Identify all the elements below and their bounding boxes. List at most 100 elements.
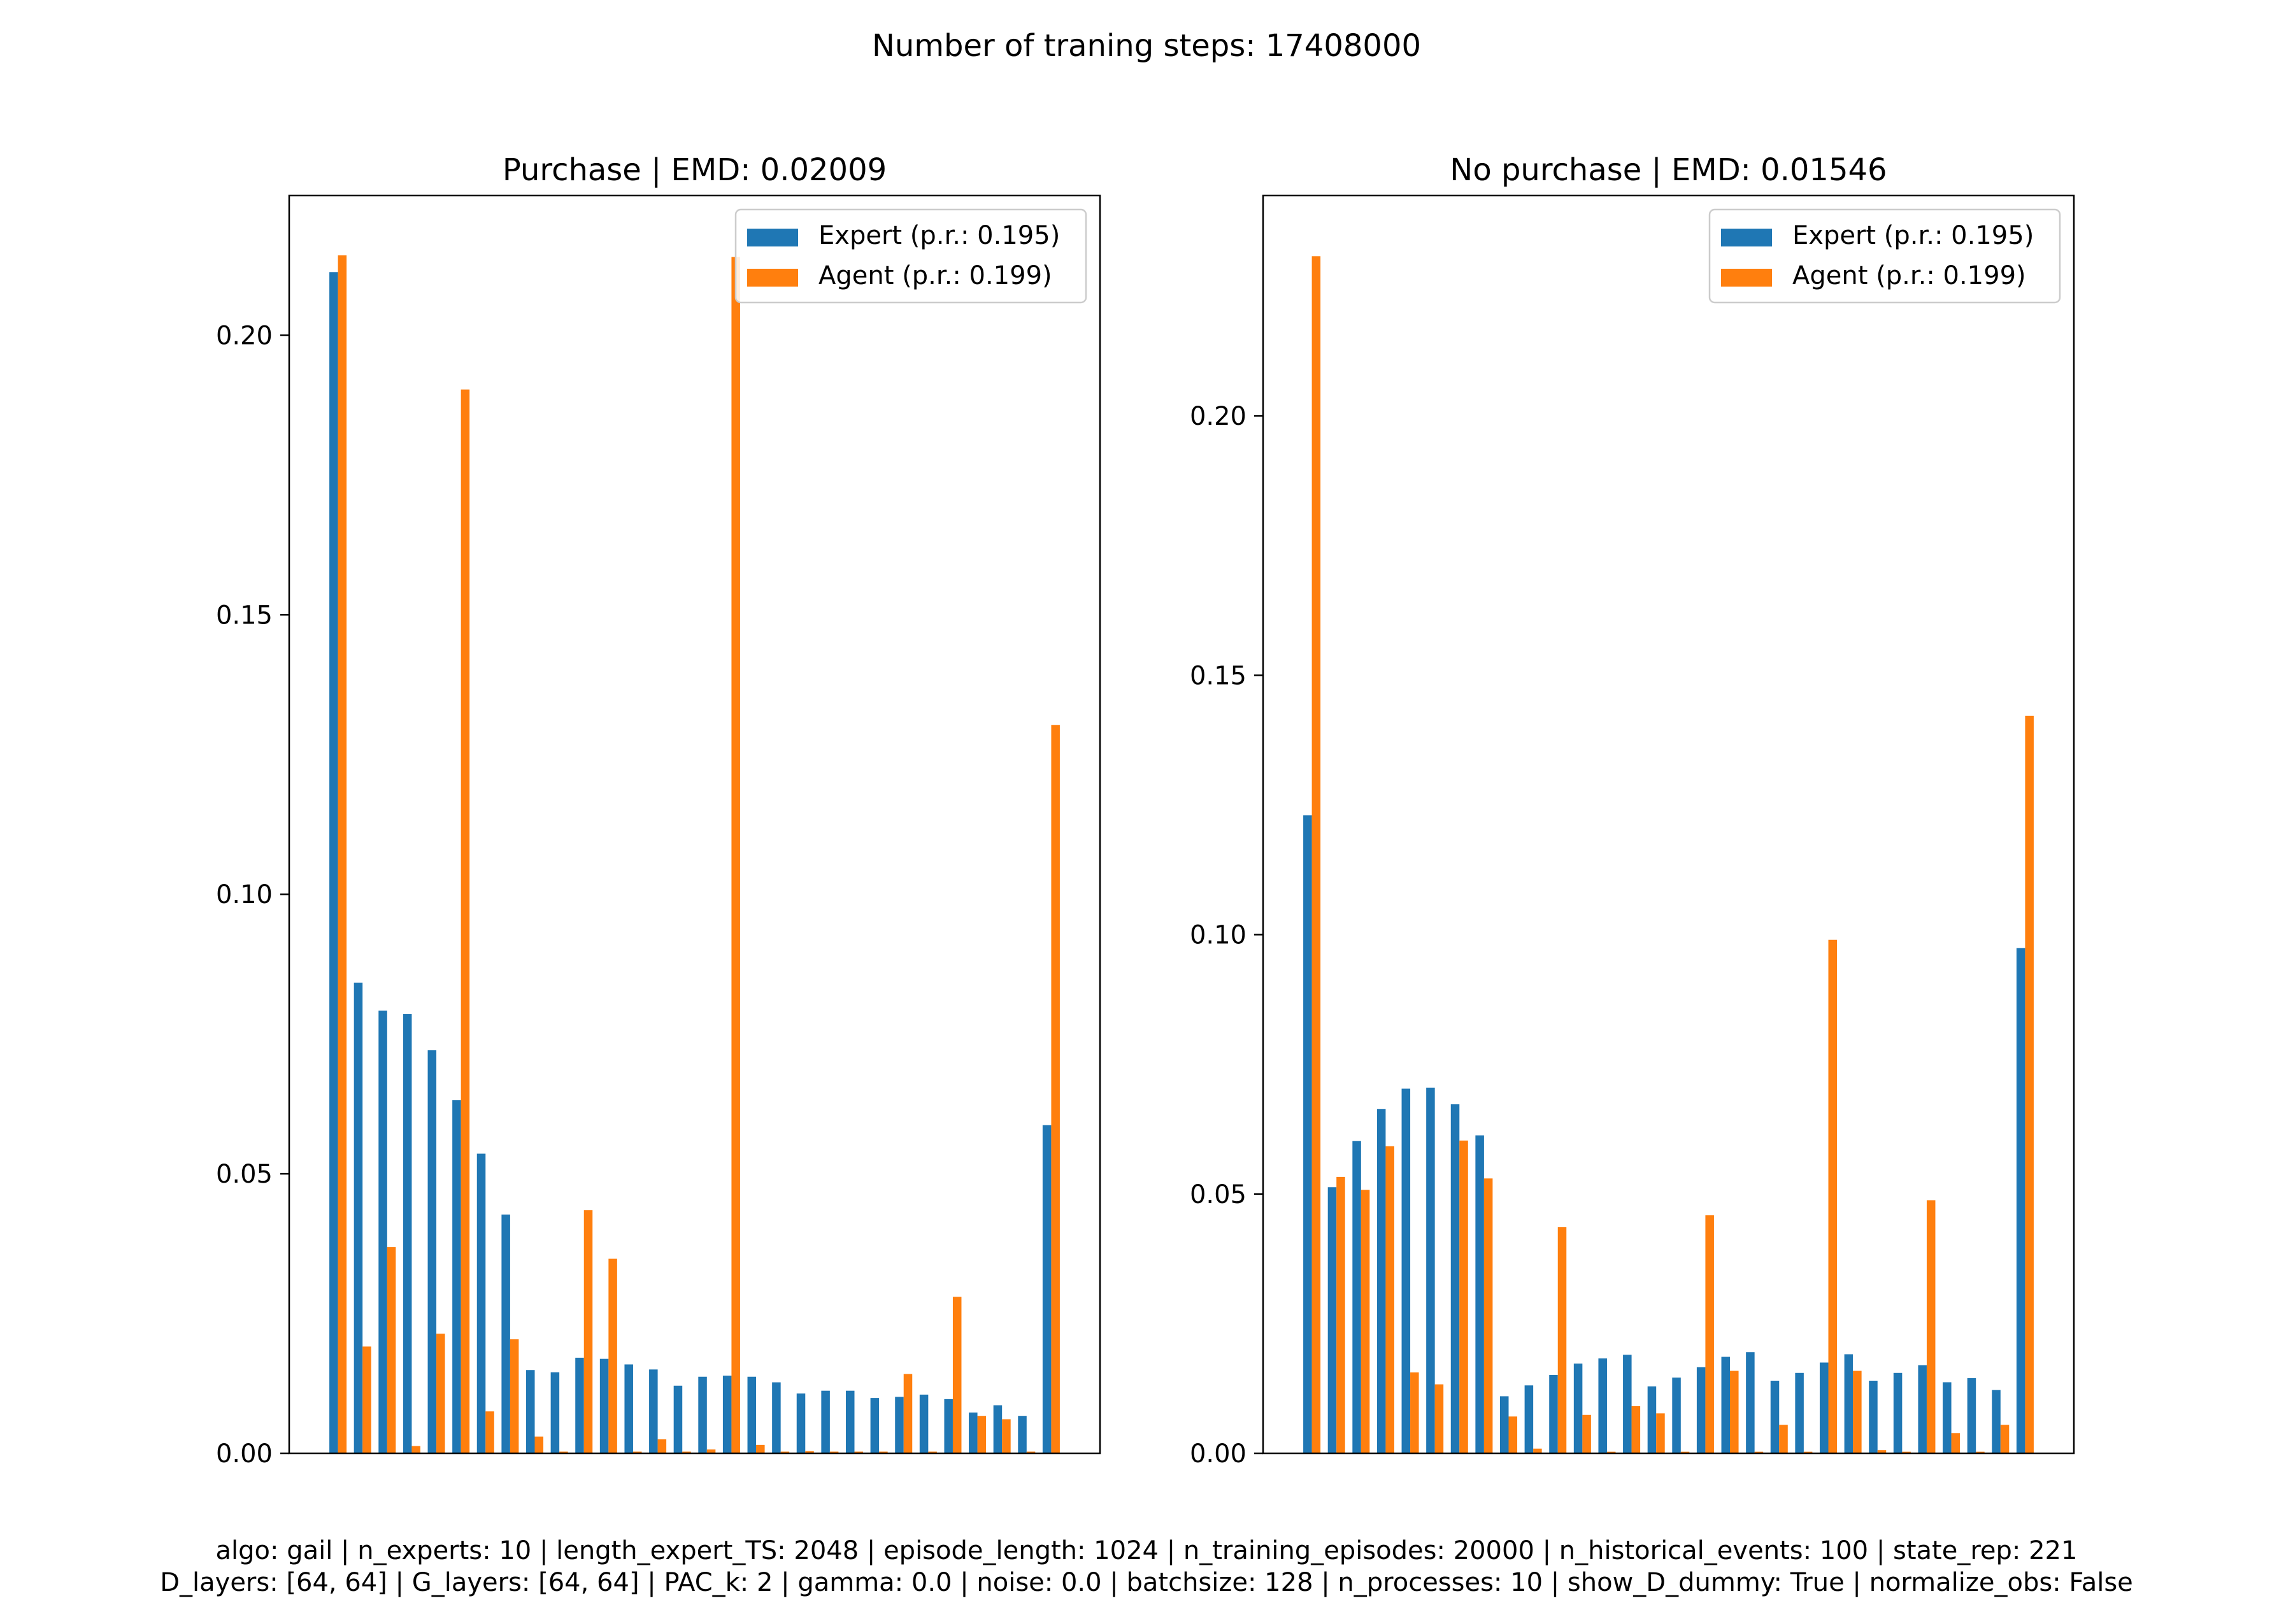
bar-expert-13 [1598,1358,1607,1453]
legend-label-agent: Agent (p.r.: 0.199) [1792,261,2026,290]
legend: Expert (p.r.: 0.195) Agent (p.r.: 0.199) [734,208,1087,304]
bar-expert-25 [919,1394,929,1453]
bar-agent-20 [1779,1425,1788,1453]
bar-agent-22 [854,1451,864,1453]
bar-expert-25 [1893,1372,1903,1453]
bar-expert-1 [329,272,338,1453]
bar-agent-30 [1051,725,1060,1453]
bar-expert-7 [476,1153,486,1453]
bar-expert-16 [1672,1378,1681,1453]
bar-agent-26 [952,1297,962,1453]
bar-expert-17 [1696,1367,1706,1453]
legend-label-expert: Expert (p.r.: 0.195) [818,221,1060,250]
y-tick-label: 0.10 [216,880,273,909]
bar-agent-18 [1730,1371,1739,1453]
bar-agent-21 [829,1451,839,1453]
bar-agent-6 [1434,1384,1444,1453]
bar-agent-29 [2000,1425,2010,1453]
bar-agent-7 [1459,1140,1468,1453]
y-tick-label: 0.05 [216,1160,273,1189]
bar-agent-12 [1582,1414,1591,1453]
legend-label-expert: Expert (p.r.: 0.195) [1792,221,2034,250]
bar-expert-16 [698,1376,707,1453]
bar-expert-10 [1524,1385,1534,1453]
bar-expert-22 [845,1390,855,1453]
bar-agent-25 [928,1451,937,1453]
subplot-1: 0.00 0.05 0.10 0.15 0.20 Purchase | EMD: 0.02… [216,152,1101,1469]
subplot-title: No purchase | EMD: 0.01546 [1450,152,1887,188]
bar-agent-15 [682,1451,691,1453]
y-tick-label: 0.00 [216,1439,273,1469]
bar-agent-27 [977,1416,987,1453]
bar-expert-9 [1499,1396,1509,1453]
bar-expert-20 [796,1393,806,1453]
y-tick-label: 0.05 [1190,1180,1247,1209]
bar-expert-4 [1376,1109,1386,1453]
bar-expert-21 [821,1390,830,1453]
y-tick-label: 0.15 [216,601,273,630]
bar-expert-17 [722,1375,732,1453]
bar-agent-5 [436,1334,445,1453]
bar-agent-14 [657,1439,667,1453]
y-tick-label: 0.20 [216,321,273,350]
bar-expert-23 [1844,1354,1854,1453]
figure-footer-line-1: algo: gail | n_experts: 10 | length_expe… [215,1536,2078,1565]
bar-agent-8 [510,1339,519,1453]
bar-expert-7 [1450,1104,1460,1453]
bar-agent-3 [1361,1190,1370,1453]
bar-agent-10 [1533,1448,1542,1453]
bar-expert-14 [1623,1355,1632,1453]
bar-expert-6 [452,1100,461,1453]
bar-agent-18 [756,1444,765,1453]
bar-expert-29 [1018,1416,1027,1453]
bar-expert-3 [1352,1141,1361,1453]
bar-agent-7 [485,1411,494,1453]
bar-expert-18 [1721,1357,1731,1453]
bar-agent-30 [2025,715,2034,1453]
bar-agent-24 [1877,1450,1887,1453]
bar-expert-23 [870,1398,880,1453]
legend-swatch-agent [747,269,798,287]
bar-agent-17 [731,257,740,1453]
bar-agent-16 [706,1449,716,1453]
bar-agent-14 [1631,1406,1641,1453]
bar-expert-15 [673,1385,683,1453]
bar-agent-1 [1311,256,1321,1453]
bar-agent-11 [1557,1227,1567,1453]
subplot-2: 0.00 0.05 0.10 0.15 0.20 No purchase | EMD: 0… [1190,152,2075,1469]
bar-expert-4 [403,1014,412,1453]
legend-swatch-expert [747,229,798,246]
bar-expert-2 [1327,1187,1337,1453]
bar-expert-26 [944,1399,953,1453]
bar-agent-24 [903,1374,913,1453]
bar-agent-10 [559,1451,568,1453]
bar-agent-19 [780,1451,790,1453]
axes-frame [288,194,1101,1455]
bar-expert-22 [1819,1362,1829,1453]
bar-expert-27 [1943,1382,1952,1453]
bar-agent-4 [1385,1146,1394,1453]
bar-expert-30 [2016,948,2025,1453]
bar-agent-9 [534,1436,544,1453]
bar-expert-19 [772,1382,781,1453]
bar-expert-13 [624,1364,633,1453]
bar-agent-12 [608,1258,617,1453]
legend-frame [1708,208,2061,304]
bar-expert-5 [427,1050,437,1453]
bar-agent-11 [583,1210,593,1453]
bar-agent-2 [1336,1176,1345,1453]
y-tick-label: 0.20 [1190,402,1247,431]
bar-expert-3 [378,1010,387,1453]
subplot-title: Purchase | EMD: 0.02009 [503,152,887,188]
legend: Expert (p.r.: 0.195) Agent (p.r.: 0.199) [1708,208,2061,304]
bar-expert-14 [649,1369,658,1453]
bar-expert-19 [1746,1352,1755,1453]
bar-agent-5 [1410,1372,1419,1453]
bar-agent-28 [1002,1419,1011,1453]
bar-expert-15 [1647,1386,1657,1453]
legend-label-agent: Agent (p.r.: 0.199) [818,261,1052,290]
bar-agent-22 [1828,939,1838,1453]
legend-swatch-agent [1721,269,1772,287]
bar-expert-2 [354,982,363,1453]
